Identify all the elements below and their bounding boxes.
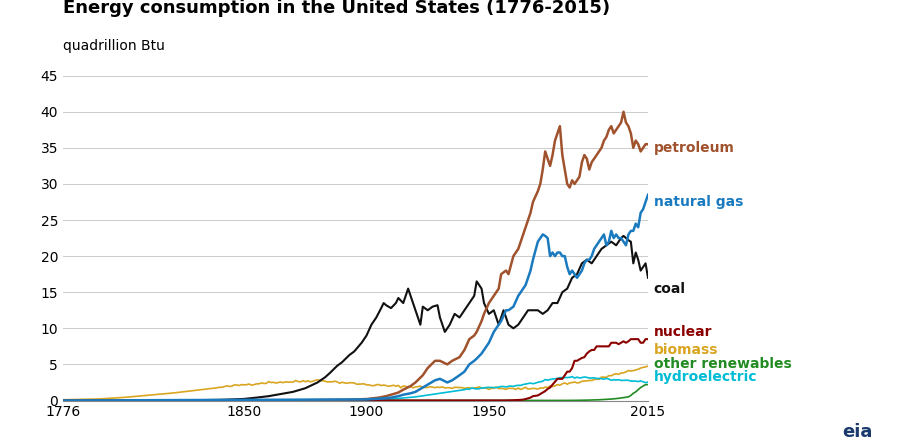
Text: Energy consumption in the United States (1776-2015): Energy consumption in the United States … [63, 0, 610, 17]
Text: other renewables: other renewables [653, 357, 792, 372]
Text: nuclear: nuclear [653, 325, 713, 339]
Text: coal: coal [653, 282, 686, 295]
Text: natural gas: natural gas [653, 195, 743, 209]
Text: hydroelectric: hydroelectric [653, 370, 758, 384]
Text: biomass: biomass [653, 343, 718, 357]
Text: quadrillion Btu: quadrillion Btu [63, 39, 165, 53]
Text: petroleum: petroleum [653, 141, 734, 155]
Text: eia: eia [842, 423, 873, 441]
